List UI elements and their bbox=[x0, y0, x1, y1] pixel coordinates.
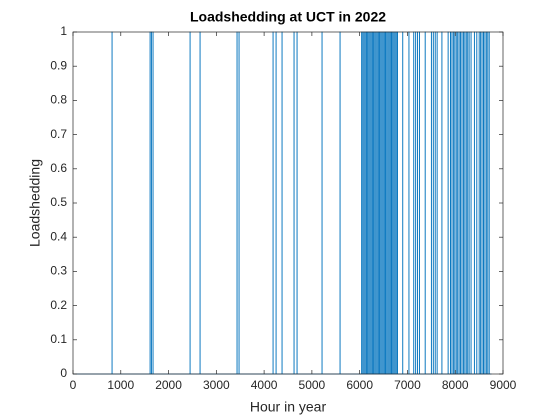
y-axis-label: Loadshedding bbox=[27, 159, 43, 247]
x-tick-label: 5000 bbox=[299, 378, 326, 392]
y-tick-label: 0.3 bbox=[50, 264, 67, 278]
x-tick-label: 1000 bbox=[107, 378, 134, 392]
x-tick-label: 0 bbox=[70, 378, 77, 392]
y-tick-label: 0.1 bbox=[50, 332, 67, 346]
chart-title: Loadshedding at UCT in 2022 bbox=[190, 9, 386, 25]
y-tick-label: 0.8 bbox=[50, 93, 67, 107]
y-tick-label: 0.7 bbox=[50, 127, 67, 141]
x-tick-label: 3000 bbox=[203, 378, 230, 392]
x-tick-label: 9000 bbox=[490, 378, 517, 392]
y-tick-label: 1 bbox=[60, 24, 67, 38]
y-tick-label: 0.2 bbox=[50, 298, 67, 312]
x-tick-label: 8000 bbox=[442, 378, 469, 392]
x-axis-label: Hour in year bbox=[250, 399, 327, 415]
x-tick-label: 2000 bbox=[155, 378, 182, 392]
y-tick-label: 0 bbox=[60, 366, 67, 380]
y-tick-label: 0.6 bbox=[50, 161, 67, 175]
x-tick-label: 4000 bbox=[251, 378, 278, 392]
x-tick-label: 6000 bbox=[346, 378, 373, 392]
y-tick-label: 0.4 bbox=[50, 229, 67, 243]
y-tick-label: 0.5 bbox=[50, 195, 67, 209]
y-tick-label: 0.9 bbox=[50, 58, 67, 72]
x-tick-label: 7000 bbox=[394, 378, 421, 392]
